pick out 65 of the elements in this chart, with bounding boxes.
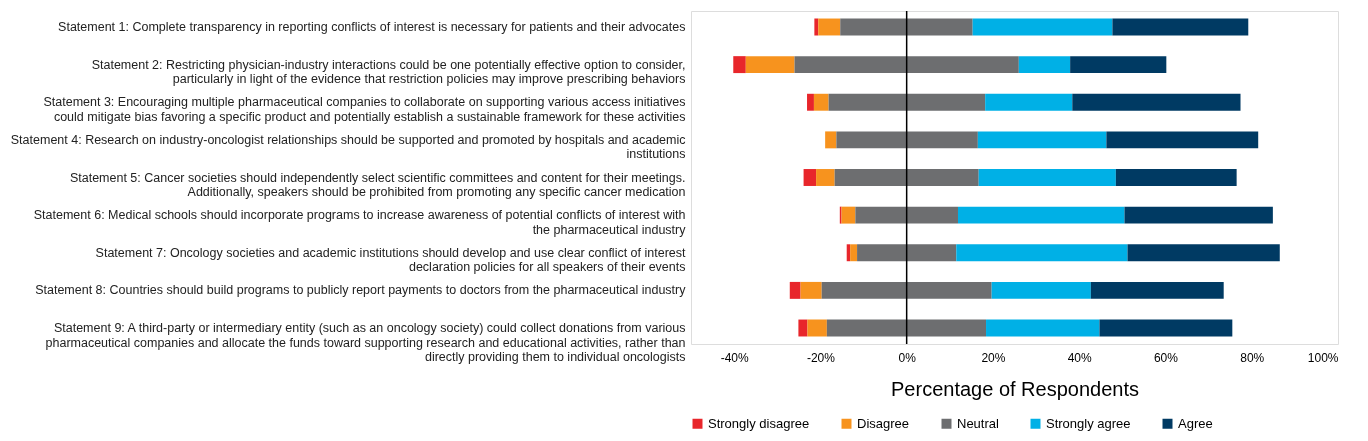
legend-label: Agree	[1178, 415, 1213, 431]
y-tick-label: Statement 4: Research on industry-oncologist relationships should be supported and promoted by hospitals and academic institutions	[10, 132, 686, 162]
bar	[958, 206, 1125, 224]
x-tick-label: 60%	[1153, 350, 1179, 365]
bar	[828, 93, 986, 111]
x-tick-label: 40%	[1067, 350, 1093, 365]
x-tick-label: 100%	[1307, 350, 1339, 365]
bar	[834, 169, 979, 186]
x-tick-label: 0%	[898, 350, 917, 365]
bar	[977, 131, 1107, 149]
bar	[807, 319, 827, 337]
bar	[972, 18, 1113, 36]
bar	[1072, 93, 1241, 111]
bar	[855, 206, 958, 224]
bar	[794, 56, 1019, 74]
y-tick-label: Statement 9: A third-party or intermediary entity (such as an oncology society) could collect donations from various pharmaceutical companies and allocate the funds toward supporting research and educational activities, rather than directly providing them to individual oncologists	[45, 321, 686, 365]
bar	[1124, 206, 1273, 224]
bar	[1018, 56, 1071, 74]
bar	[789, 281, 801, 299]
bar	[821, 281, 992, 299]
bar	[956, 244, 1128, 262]
y-tick-label: Statement 2: Restricting physician-industry interactions could be one potentially effective option to consider, particularly in light of the evidence that restriction policies may improve prescribing behaviors	[91, 57, 686, 87]
bar	[813, 93, 829, 111]
bar	[857, 244, 957, 262]
x-tick-label: -20%	[806, 350, 836, 365]
bar	[978, 169, 1116, 186]
bar	[803, 169, 817, 186]
bar	[985, 93, 1073, 111]
bar	[1106, 131, 1259, 149]
bar	[1090, 281, 1224, 299]
x-tick-label: 20%	[981, 350, 1006, 365]
bar	[826, 319, 987, 337]
legend-label: Neutral	[957, 415, 1000, 431]
bar	[991, 281, 1091, 299]
bar	[733, 56, 746, 74]
legend-label: Strongly disagree	[708, 415, 810, 431]
bar	[816, 169, 835, 186]
bar	[745, 56, 795, 74]
bar	[850, 244, 858, 262]
bar	[800, 281, 822, 299]
bar	[1099, 319, 1233, 337]
bar	[1127, 244, 1280, 262]
bar	[1112, 18, 1249, 36]
bar	[798, 319, 808, 337]
bar	[986, 319, 1100, 337]
x-tick-label: 80%	[1240, 350, 1265, 365]
y-tick-label: Statement 3: Encouraging multiple pharmaceutical companies to collaborate on supporting various access initiatives could mitigate bias favoring a specific product and potentially establish a sustainable framework for these activities	[43, 95, 686, 124]
y-tick-label: Statement 7: Oncology societies and academic institutions should develop and use clear conflict of interest declaration policies for all speakers of their events	[95, 245, 687, 275]
bar	[1070, 56, 1167, 74]
x-tick-label: -40%	[720, 350, 749, 365]
y-tick-label: Statement 5: Cancer societies should independently select scientific committees and content for their meetings. Additionally, speakers should be prohibited from promoting any specific cancer medication	[69, 170, 686, 199]
bar	[841, 206, 856, 224]
bar	[836, 131, 978, 149]
bar	[825, 131, 837, 149]
y-tick-label: Statement 6: Medical schools should incorporate programs to increase awareness of potential conflicts of interest with the pharmaceutical industry	[33, 208, 687, 237]
bar	[840, 18, 973, 36]
y-tick-label: Statement 1: Complete transparency in reporting conflicts of interest is necessary for patients and their advocates	[58, 19, 686, 34]
bar	[818, 18, 841, 36]
legend-label: Strongly agree	[1046, 415, 1131, 431]
bar	[814, 18, 819, 36]
bar	[807, 93, 814, 111]
legend-label: Disagree	[857, 415, 910, 431]
x-axis-title: Percentage of Respondents	[891, 377, 1139, 400]
bar	[1115, 169, 1237, 186]
y-tick-label: Statement 8: Countries should build programs to publicly report payments to doctors from the pharmaceutical industry	[35, 283, 687, 298]
